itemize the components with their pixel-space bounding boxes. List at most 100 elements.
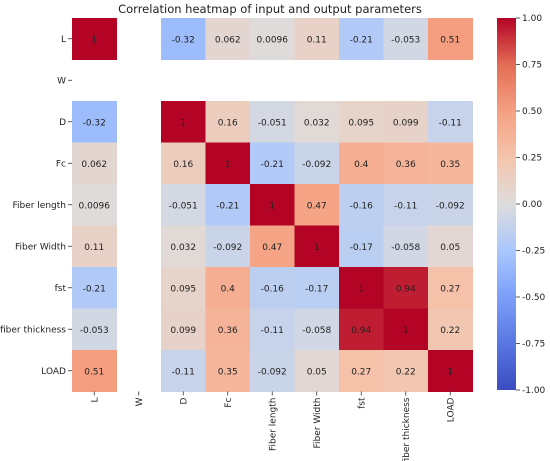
cell-value-label: -0.32 xyxy=(172,35,195,45)
heatmap-cell xyxy=(428,142,473,185)
heatmap-cell xyxy=(161,184,206,226)
heatmap-cell xyxy=(428,184,473,226)
heatmap-cell xyxy=(383,267,429,309)
colorbar-tick-label: -1.00 xyxy=(522,386,546,396)
heatmap-cell xyxy=(250,184,295,226)
heatmap-cell xyxy=(383,184,429,226)
heatmap-cell xyxy=(339,142,384,185)
cell-value-label: -0.053 xyxy=(80,326,109,336)
cell-value-label: 0.0096 xyxy=(257,35,289,45)
cell-value-label: -0.21 xyxy=(261,160,284,170)
heatmap-cell xyxy=(339,267,384,309)
colorbar: 1.00 0.75 0.50 0.25 0.00 -0.25 -0.50 -0.75 -1.00 xyxy=(497,14,546,396)
column-labels: L W D Fc Fiber length Fiber Width fst fiber thi… xyxy=(90,391,456,461)
cell-value-label: -0.11 xyxy=(172,367,195,377)
row-tick-label: D xyxy=(59,118,66,128)
heatmap-cell xyxy=(383,225,429,268)
heatmap-cell xyxy=(205,267,251,309)
heatmap-cell xyxy=(383,142,429,185)
heatmap-cell xyxy=(205,350,251,392)
column-tick-label: LOAD xyxy=(446,397,456,422)
heatmap-cell xyxy=(294,350,340,392)
cell-value-label: 0.22 xyxy=(396,367,416,377)
heatmap-cell xyxy=(428,101,473,143)
cell-value-label: 0.27 xyxy=(440,284,460,294)
cell-value-label: -0.11 xyxy=(439,118,462,128)
heatmap-cell xyxy=(72,267,117,309)
colorbar-tick-label: 0.00 xyxy=(522,200,542,210)
column-tick-label: W xyxy=(135,397,145,406)
heatmap-cell xyxy=(205,18,251,60)
cell-value-label: -0.21 xyxy=(350,35,373,45)
cell-value-label: 0.35 xyxy=(218,367,238,377)
heatmap-cell xyxy=(161,267,206,309)
cell-value-label: 0.47 xyxy=(262,243,282,253)
heatmap-cell xyxy=(250,308,295,351)
heatmap-cell xyxy=(383,101,429,143)
heatmap-cell xyxy=(428,267,473,309)
cell-value-label: 0.4 xyxy=(221,284,236,294)
heatmap-cell xyxy=(161,350,206,392)
cell-value-label: 0.22 xyxy=(440,326,460,336)
cell-value-label: 0.11 xyxy=(84,243,104,253)
heatmap-cell xyxy=(72,350,117,392)
heatmap-cell xyxy=(161,308,206,351)
heatmap-cell xyxy=(205,225,251,268)
heatmap-cell xyxy=(339,350,384,392)
cell-value-label: 0.032 xyxy=(304,118,330,128)
cell-value-label: -0.11 xyxy=(261,326,284,336)
cell-value-label: 0.05 xyxy=(307,367,327,377)
cell-value-label: -0.11 xyxy=(394,201,417,211)
heatmap-cell xyxy=(250,225,295,268)
cell-value-label: 1 xyxy=(269,201,275,211)
cell-value-label: 0.095 xyxy=(348,118,374,128)
cell-value-label: -0.17 xyxy=(305,284,328,294)
heatmap-cell xyxy=(72,142,117,185)
row-labels: L W D Fc Fiber length Fiber Width fst fiber thi… xyxy=(0,35,72,377)
heatmap-cell xyxy=(339,184,384,226)
heatmap-cell xyxy=(161,225,206,268)
cell-value-label: 0.94 xyxy=(351,326,371,336)
cell-value-label: 0.11 xyxy=(307,35,327,45)
column-tick-label: D xyxy=(179,397,189,404)
heatmap-cell xyxy=(428,225,473,268)
heatmap-cell xyxy=(161,101,206,143)
cell-value-label: 1 xyxy=(225,160,231,170)
column-tick-label: Fiber length xyxy=(268,398,278,452)
colorbar-tick-label: 0.75 xyxy=(522,61,542,71)
heatmap-cell xyxy=(339,18,384,60)
column-tick-label: Fiber Width xyxy=(313,398,323,449)
heatmap-cell xyxy=(250,350,295,392)
heatmap-cell xyxy=(294,267,340,309)
cell-value-label: -0.17 xyxy=(350,243,373,253)
cell-value-label: -0.21 xyxy=(216,201,239,211)
cell-value-label: 1 xyxy=(91,35,97,45)
row-tick-label: Fiber Width xyxy=(15,242,66,252)
cell-value-label: 0.0096 xyxy=(79,201,111,211)
heatmap-cell xyxy=(161,142,206,185)
cell-value-label: 0.4 xyxy=(354,160,369,170)
column-tick-label: Fc xyxy=(224,397,234,407)
cell-value-label: 0.36 xyxy=(218,326,238,336)
heatmap-cell xyxy=(383,18,429,60)
colorbar-tick-label: -0.75 xyxy=(522,340,545,350)
cell-value-label: 0.062 xyxy=(215,35,241,45)
heatmap-cell xyxy=(72,308,117,351)
cell-value-label: 0.51 xyxy=(84,367,104,377)
cell-value-label: -0.058 xyxy=(302,326,331,336)
colorbar-gradient xyxy=(497,18,516,390)
column-tick-label: fst xyxy=(357,397,367,409)
heatmap-cell xyxy=(294,18,340,60)
heatmap-cell xyxy=(428,18,473,60)
cell-value-label: 0.51 xyxy=(440,35,460,45)
cell-value-label: 0.05 xyxy=(440,243,460,253)
heatmap-cell xyxy=(205,101,251,143)
cell-value-label: -0.092 xyxy=(258,367,287,377)
heatmap-cell xyxy=(383,308,429,351)
heatmap-cell xyxy=(428,350,473,392)
row-tick-label: Fiber length xyxy=(12,201,66,211)
cell-value-label: -0.21 xyxy=(83,284,106,294)
cell-value-label: -0.058 xyxy=(391,243,420,253)
row-tick-label: L xyxy=(61,35,66,45)
heatmap-cell xyxy=(205,184,251,226)
